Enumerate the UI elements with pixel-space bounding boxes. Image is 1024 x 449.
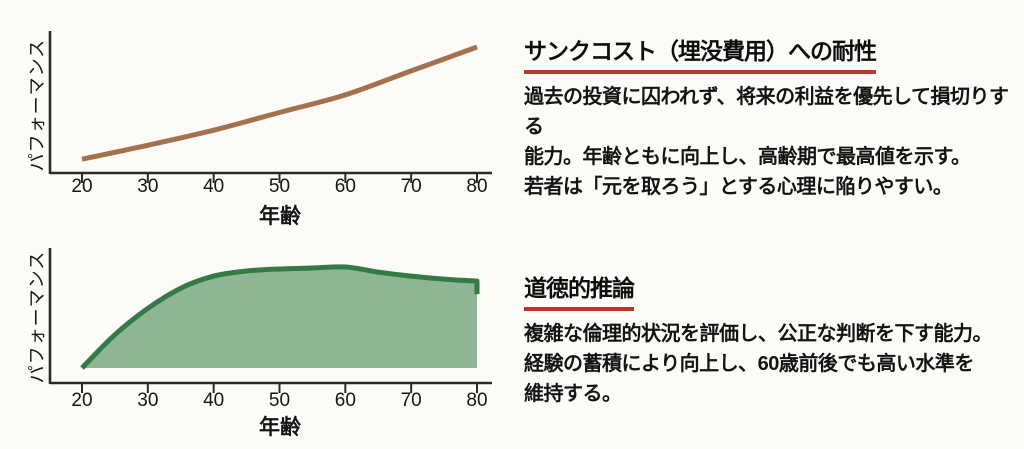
description-line: 能力。年齢ともに向上し、高齢期で最高値を示す。	[524, 146, 971, 169]
moral-reasoning-section: 道徳的推論 複雑な倫理的状況を評価し、公正な判断を下す能力。 経験の蓄積により向…	[524, 274, 1022, 409]
description-line: 経験の蓄積により向上し、60歳前後でも高い水準を	[524, 353, 974, 376]
moral-reasoning-description: 複雑な倫理的状況を評価し、公正な判断を下す能力。 経験の蓄積により向上し、60歳…	[524, 319, 1022, 409]
moral-reasoning-chart: パフォーマンス 20 30 40 50 60 70 80 年齢	[20, 240, 520, 445]
axes	[48, 248, 492, 385]
x-tick-label: 40	[203, 390, 225, 411]
x-tick-label: 30	[137, 390, 159, 411]
x-tick-label: 70	[400, 390, 422, 411]
sunk-cost-title: サンクコスト（埋没費用）への耐性	[524, 37, 877, 75]
x-tick-label: 50	[268, 390, 291, 411]
x-tick-label: 80	[466, 176, 488, 197]
performance-line	[80, 264, 480, 370]
description-line: 複雑な倫理的状況を評価し、公正な判断を下す能力。	[524, 323, 993, 346]
performance-line	[81, 44, 478, 162]
x-tick-label: 20	[71, 176, 93, 197]
x-tick-label: 80	[466, 390, 488, 411]
axes	[48, 31, 492, 175]
x-tick-label: 40	[203, 176, 225, 197]
x-axis-label: 年齢	[259, 416, 301, 439]
area-fill	[82, 266, 477, 368]
sunk-cost-section: サンクコスト（埋没費用）への耐性 過去の投資に囚われず、将来の利益を優先して損切…	[524, 37, 1022, 202]
x-axis-label: 年齢	[259, 205, 301, 228]
x-tick-label: 60	[334, 390, 356, 411]
x-tick-label: 60	[334, 176, 356, 197]
sunk-cost-description: 過去の投資に囚われず、将来の利益を優先して損切りする 能力。年齢ともに向上し、高…	[524, 82, 1022, 202]
moral-reasoning-plot	[48, 248, 492, 393]
x-tick-marks	[81, 383, 478, 393]
x-tick-label: 70	[400, 176, 422, 197]
x-tick-label: 20	[71, 390, 93, 411]
x-tick-marks	[81, 173, 478, 183]
sunk-cost-plot	[48, 31, 492, 183]
description-line: 過去の投資に囚われず、将来の利益を優先して損切りする	[524, 86, 1009, 139]
description-line: 若者は「元を取ろう」とする心理に陥りやすい。	[524, 176, 953, 199]
sunk-cost-tolerance-chart: パフォーマンス 20 30 40 50 60 70 80 年齢	[20, 8, 520, 236]
description-line: 維持する。	[524, 383, 622, 406]
x-tick-label: 50	[268, 176, 291, 197]
x-tick-label: 30	[137, 176, 159, 197]
moral-reasoning-title: 道徳的推論	[524, 274, 635, 312]
